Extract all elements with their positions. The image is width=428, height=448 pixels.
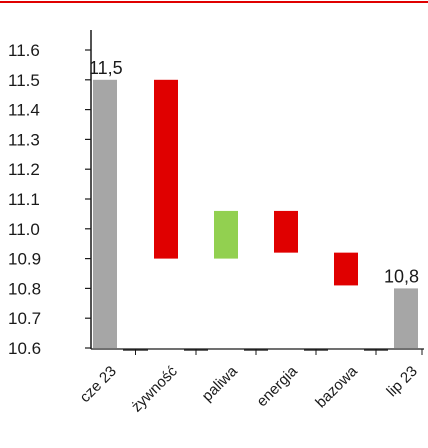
x-category-label: żywność: [128, 362, 181, 415]
y-tick-label: 10.9: [8, 250, 41, 269]
data-label: 11,5: [89, 58, 123, 78]
bar-3-decrease: [274, 210, 298, 253]
y-tick-label: 11.4: [8, 101, 40, 120]
y-tick-label: 11.6: [8, 41, 40, 60]
bar-1-decrease: [154, 79, 178, 259]
bar-0-total: [93, 79, 117, 349]
y-tick-label: 10.6: [8, 339, 41, 358]
y-tick-label: 10.7: [8, 309, 41, 328]
bar-4-decrease: [334, 252, 358, 286]
x-category-label: lip 23: [383, 363, 420, 400]
x-category-label: paliwa: [199, 362, 242, 405]
x-category-label: bazowa: [312, 362, 361, 411]
y-tick-label: 11.3: [8, 130, 40, 149]
y-tick-label: 11.2: [8, 160, 40, 179]
y-tick-label: 10.8: [8, 279, 41, 298]
bar-2-increase: [214, 210, 238, 259]
y-tick-label: 11.5: [8, 71, 40, 90]
x-category-label: energia: [253, 362, 301, 410]
x-category-label: cze 23: [77, 363, 120, 406]
y-tick-label: 11.1: [8, 190, 40, 209]
y-tick-label: 11.0: [8, 220, 40, 239]
bar-5-total: [394, 288, 418, 348]
data-label: 10,8: [384, 266, 419, 286]
